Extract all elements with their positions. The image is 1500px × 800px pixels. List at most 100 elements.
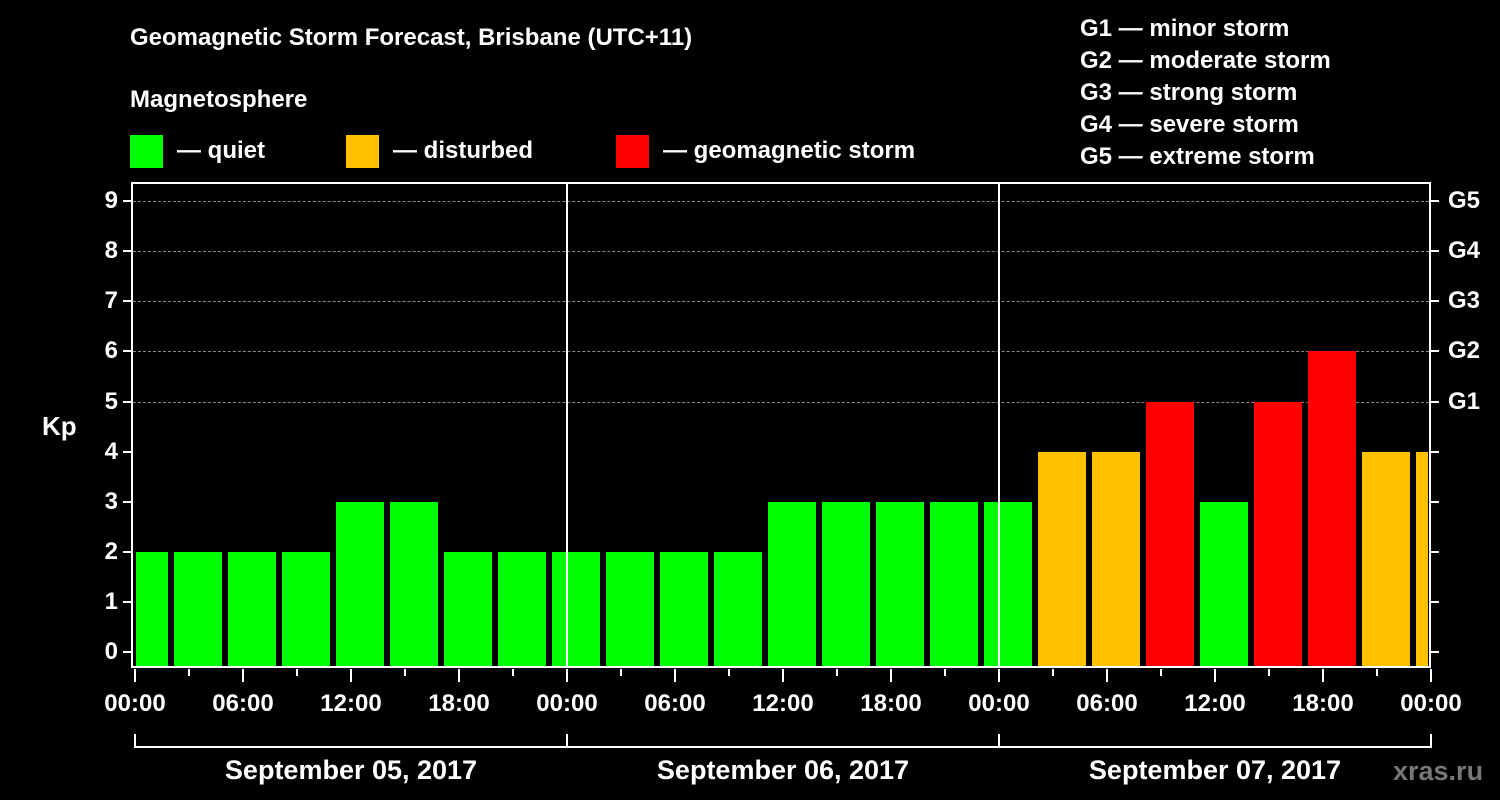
plot-area [131, 182, 1431, 668]
x-tick [836, 669, 838, 676]
y-tick-right [1431, 651, 1439, 653]
x-tick-label: 06:00 [212, 690, 274, 717]
g-scale-item: G1 — minor storm [1080, 15, 1290, 42]
g-scale-item: G2 — moderate storm [1080, 47, 1331, 74]
y-tick-label: 4 [104, 438, 118, 465]
kp-bar [822, 502, 870, 667]
x-tick [944, 669, 946, 676]
y-tick-label: 2 [104, 538, 118, 565]
date-bracket [998, 734, 1432, 748]
date-bracket [134, 734, 568, 748]
g-tick-label: G2 [1448, 337, 1481, 364]
y-tick [123, 651, 131, 653]
x-tick [620, 669, 622, 676]
legend-disturbed-label: — disturbed [393, 137, 534, 164]
date-label: September 07, 2017 [1088, 755, 1342, 785]
kp-bar [876, 502, 924, 667]
disturbed-swatch-icon [346, 134, 379, 168]
x-tick-label: 00:00 [104, 690, 166, 717]
x-tick [1376, 669, 1378, 676]
y-tick [123, 401, 131, 403]
x-tick [1052, 669, 1054, 676]
x-tick-label: 06:00 [644, 690, 706, 717]
y-tick-right [1431, 401, 1439, 403]
x-tick-label: 00:00 [1400, 690, 1462, 717]
kp-bar [1362, 452, 1410, 667]
kp-bar [930, 502, 978, 667]
x-tick [512, 669, 514, 676]
y-tick [123, 451, 131, 453]
legend-disturbed: — disturbed [346, 134, 533, 168]
y-tick [123, 250, 131, 252]
gridline [133, 301, 1429, 302]
x-tick [674, 669, 676, 682]
g-tick-label: G4 [1448, 237, 1481, 264]
gridline [133, 351, 1429, 352]
y-tick [123, 200, 131, 202]
kp-bar [444, 552, 492, 667]
y-tick-right [1431, 551, 1439, 553]
x-tick [242, 669, 244, 682]
x-tick [350, 669, 352, 682]
y-tick-right [1431, 250, 1439, 252]
y-tick-right [1431, 200, 1439, 202]
y-tick-label: 1 [104, 588, 118, 615]
x-tick [1268, 669, 1270, 676]
y-tick-right [1431, 451, 1439, 453]
kp-bar [1200, 502, 1248, 667]
x-tick-label: 12:00 [320, 690, 382, 717]
day-divider [998, 182, 1000, 668]
x-tick [728, 669, 730, 676]
g-scale-item: G5 — extreme storm [1080, 143, 1315, 170]
chart-title: Geomagnetic Storm Forecast, Brisbane (UT… [130, 24, 693, 51]
gridline [133, 251, 1429, 252]
y-tick [123, 551, 131, 553]
quiet-swatch-icon [130, 134, 163, 168]
y-tick-label: 6 [104, 337, 118, 364]
storm-swatch-icon [616, 134, 649, 168]
x-tick [1322, 669, 1324, 682]
kp-bar [552, 552, 600, 667]
kp-bar [390, 502, 438, 667]
y-tick-label: 9 [104, 187, 118, 214]
x-tick [188, 669, 190, 676]
y-tick-label: 8 [104, 237, 118, 264]
legend-quiet: — quiet [130, 134, 265, 168]
x-tick [566, 669, 568, 682]
kp-bar [1416, 452, 1428, 667]
x-tick [1214, 669, 1216, 682]
g-scale-item: G4 — severe storm [1080, 111, 1299, 138]
gridline [133, 201, 1429, 202]
date-bracket [566, 734, 1000, 748]
x-tick-label: 12:00 [752, 690, 814, 717]
x-tick-label: 00:00 [536, 690, 598, 717]
kp-bar [660, 552, 708, 667]
kp-bar [282, 552, 330, 667]
g-scale-item: G3 — strong storm [1080, 79, 1298, 106]
legend-quiet-label: — quiet [177, 137, 265, 164]
kp-bar [498, 552, 546, 667]
x-tick [458, 669, 460, 682]
legend-storm: — geomagnetic storm [616, 134, 915, 168]
y-tick [123, 350, 131, 352]
watermark: xras.ru [1393, 756, 1484, 786]
kp-bar [1254, 402, 1302, 667]
y-tick-right [1431, 300, 1439, 302]
x-tick [998, 669, 1000, 682]
x-tick-label: 18:00 [428, 690, 490, 717]
gridline [133, 402, 1429, 403]
x-tick-label: 06:00 [1076, 690, 1138, 717]
y-tick-label: 7 [104, 287, 118, 314]
x-tick [1160, 669, 1162, 676]
y-tick-right [1431, 501, 1439, 503]
kp-bar [606, 552, 654, 667]
x-tick [134, 669, 136, 682]
x-tick [296, 669, 298, 676]
kp-bar [1038, 452, 1086, 667]
g-tick-label: G5 [1448, 187, 1481, 214]
x-tick-label: 18:00 [1292, 690, 1354, 717]
x-tick [404, 669, 406, 676]
y-tick-right [1431, 350, 1439, 352]
kp-bar [136, 552, 168, 667]
legend-title: Magnetosphere [130, 86, 308, 113]
